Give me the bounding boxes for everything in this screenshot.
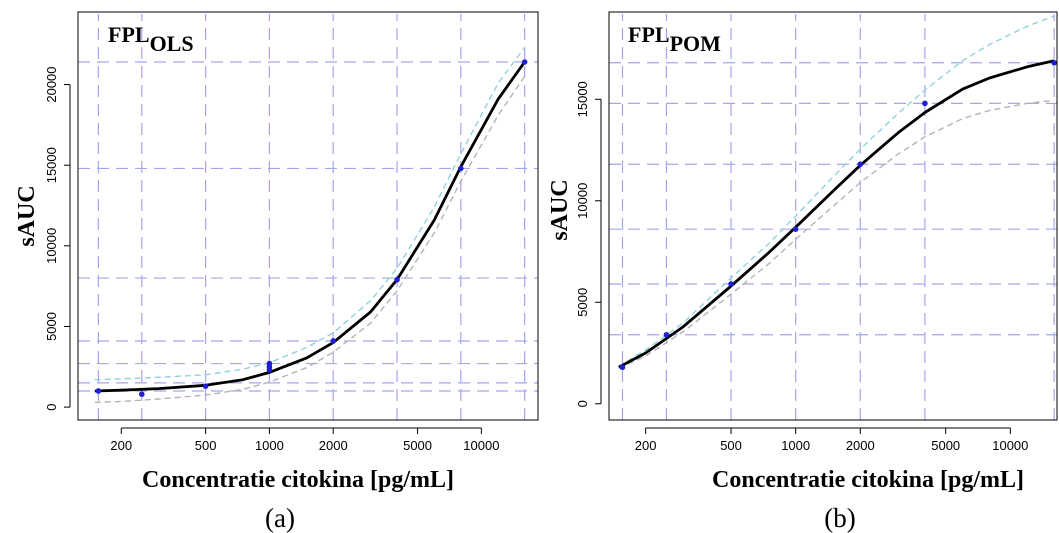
caption-b: (b): [824, 503, 855, 533]
fitted-curve: [618, 59, 1055, 369]
x-tick-label: 5000: [403, 438, 432, 453]
panel-b: 200 500 1000 2000 5000 10000 0 5000 10000 15000 F…: [547, 11, 1058, 533]
x-tick-label: 10000: [463, 438, 499, 453]
y-axis-label-b: sAUC: [547, 179, 573, 240]
y-tick-label: 15000: [575, 81, 590, 117]
y-tick-label: 15000: [44, 147, 59, 183]
data-point: [394, 276, 400, 283]
x-axis-label-b: Concentratie citokina [pg/mL]: [712, 467, 1024, 493]
data-point: [330, 338, 337, 344]
lower-band-curve: [618, 99, 1055, 369]
x-tick-label: 2000: [319, 438, 348, 453]
panel-title-main-b: FPL: [628, 22, 670, 47]
panel-title-subscript-a: OLS: [150, 31, 194, 56]
upper-band-curve: [618, 15, 1055, 367]
y-tick-label: 0: [575, 400, 590, 407]
x-axis-label-a: Concentratie citokina [pg/mL]: [142, 467, 454, 493]
x-tick-label: 200: [635, 438, 657, 453]
y-tick-label: 20000: [44, 66, 59, 102]
x-tick-label: 500: [720, 438, 742, 453]
y-axis-label-a: sAUC: [14, 185, 40, 246]
x-tick-label: 500: [195, 438, 217, 453]
y-tick-label: 10000: [575, 183, 590, 219]
data-point: [266, 360, 273, 367]
y-tick-label: 5000: [575, 288, 590, 317]
caption-a: (a): [265, 503, 295, 533]
panel-a: 200 500 1000 2000 5000 10000 0 5000 10000 15000 20…: [14, 11, 539, 533]
plot-frame-a: [77, 11, 539, 421]
x-tick-label: 200: [110, 438, 132, 453]
y-tick-label: 0: [44, 403, 59, 410]
data-point: [619, 364, 626, 371]
x-tick-label: 2000: [846, 438, 875, 453]
y-tick-label: 10000: [44, 228, 59, 264]
data-point: [663, 331, 670, 338]
data-point: [521, 59, 528, 65]
data-point: [728, 281, 734, 287]
data-point: [202, 383, 209, 389]
data-point: [857, 161, 864, 168]
x-tick-label: 1000: [781, 438, 810, 453]
lower-band-curve: [94, 76, 526, 403]
panel-title-a: FPLOLS: [108, 22, 194, 56]
plot-frame-b: [608, 11, 1058, 421]
x-tick-label: 10000: [992, 438, 1028, 453]
x-tick-label: 5000: [931, 438, 960, 453]
fitted-curve: [94, 61, 526, 393]
data-point: [458, 165, 464, 172]
data-point: [1051, 59, 1057, 66]
panel-title-b: FPLPOM: [628, 22, 721, 56]
data-point: [922, 100, 928, 107]
y-tick-label: 5000: [44, 312, 59, 341]
data-point: [139, 391, 145, 397]
upper-band-curve: [94, 47, 526, 381]
x-tick-label: 1000: [255, 438, 284, 453]
data-point: [95, 388, 102, 394]
data-point: [792, 226, 799, 232]
panel-title-subscript-b: POM: [670, 31, 722, 56]
panel-title-main-a: FPL: [108, 22, 150, 47]
